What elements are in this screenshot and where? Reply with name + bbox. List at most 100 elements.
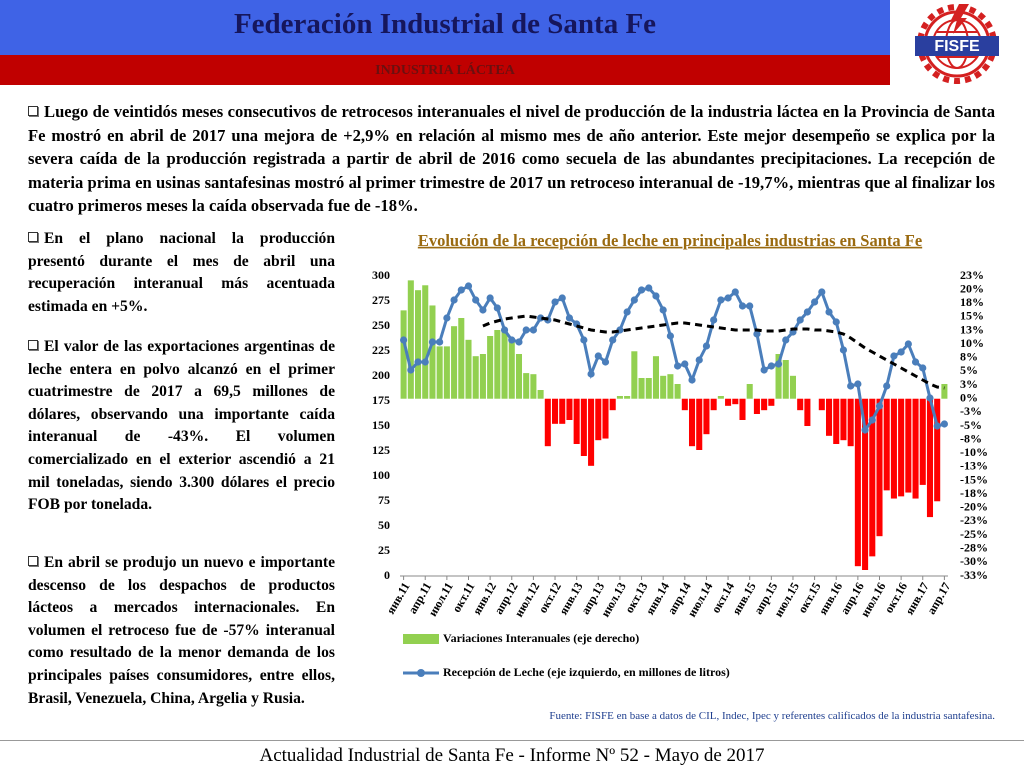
- y-tick-label: 50: [378, 518, 390, 532]
- line: [402, 283, 945, 434]
- line-marker: [522, 326, 530, 334]
- y2-tick-label: 13%: [960, 322, 984, 336]
- bar: [862, 398, 869, 570]
- y2-tick-label: 10%: [960, 336, 984, 350]
- bar: [898, 398, 905, 497]
- line-marker: [883, 382, 891, 390]
- line-marker: [551, 298, 559, 306]
- line-marker: [890, 352, 898, 360]
- line-marker: [479, 306, 487, 314]
- line-marker: [933, 422, 941, 430]
- bar: [833, 398, 840, 444]
- line-marker: [645, 284, 653, 292]
- line-marker: [630, 296, 638, 304]
- bar: [854, 398, 861, 567]
- line-marker: [464, 282, 473, 290]
- line-marker: [738, 302, 747, 310]
- line-marker: [731, 288, 739, 296]
- line-marker: [940, 420, 948, 428]
- bar: [595, 398, 602, 441]
- line-marker: [529, 326, 537, 334]
- bar: [544, 398, 551, 447]
- line-marker: [832, 318, 840, 326]
- line-marker: [897, 348, 905, 356]
- intro-paragraph: Luego de veintidós meses consecutivos de…: [28, 100, 995, 218]
- y-tick-label: 125: [372, 443, 390, 457]
- line-marker: [681, 360, 689, 368]
- bar: [725, 398, 732, 406]
- point-paragraph: En abril se produjo un nuevo e important…: [28, 552, 335, 710]
- bar: [400, 310, 407, 399]
- line-marker: [652, 292, 660, 300]
- bar: [912, 398, 919, 499]
- bar: [797, 398, 804, 411]
- line-marker: [767, 362, 775, 370]
- bar: [458, 318, 465, 399]
- bar: [616, 396, 623, 399]
- line-marker: [847, 382, 855, 390]
- line-marker: [904, 340, 912, 348]
- line-marker: [537, 314, 545, 322]
- bar: [422, 285, 429, 399]
- header-subtitle: INDUSTRIA LÁCTEA: [375, 63, 515, 78]
- y2-tick-label: 23%: [960, 268, 984, 282]
- y-tick-label: 100: [372, 468, 390, 482]
- bar: [696, 398, 703, 450]
- bar: [551, 398, 559, 424]
- y2-tick-label: -28%: [960, 540, 988, 554]
- bar: [523, 373, 530, 399]
- line-marker: [688, 376, 696, 384]
- line-marker: [407, 366, 415, 374]
- line-marker: [558, 294, 566, 302]
- y2-tick-label: -23%: [960, 513, 988, 527]
- y-tick-label: 275: [372, 293, 390, 307]
- line-marker: [695, 356, 703, 364]
- bar: [782, 360, 789, 399]
- line-marker: [609, 336, 617, 344]
- y-tick-label: 0: [384, 568, 390, 582]
- y-tick-label: 250: [372, 318, 390, 332]
- bar: [631, 351, 638, 399]
- y2-tick-label: 18%: [960, 295, 984, 309]
- line-marker: [666, 332, 674, 340]
- bar: [746, 384, 753, 399]
- y2-tick-label: -15%: [960, 472, 988, 486]
- bar: [566, 398, 573, 420]
- y2-tick-label: -33%: [960, 568, 988, 582]
- footer-rule: [0, 740, 1024, 741]
- line-marker: [803, 308, 811, 316]
- bar: [465, 339, 472, 399]
- chart-title: Evolución de la recepción de leche en pr…: [418, 231, 922, 250]
- bar: [414, 290, 422, 399]
- header-band: [0, 0, 890, 55]
- line-marker: [587, 370, 595, 378]
- legend-label: Variaciones Interanuales (eje derecho): [443, 631, 639, 645]
- bar: [573, 398, 580, 444]
- bar: [703, 398, 710, 435]
- line-marker: [508, 336, 516, 344]
- bar: [602, 398, 609, 439]
- bar: [494, 330, 501, 399]
- chart: Evolución de la recepción de leche en pr…: [372, 231, 988, 679]
- y2-tick-label: -8%: [960, 431, 982, 445]
- bar: [681, 398, 688, 411]
- footer: Actualidad Industrial de Santa Fe - Info…: [259, 745, 765, 766]
- bar: [753, 398, 760, 414]
- bar: [840, 398, 847, 441]
- line-marker: [746, 302, 754, 310]
- line-marker: [472, 296, 480, 304]
- line-marker: [868, 416, 876, 424]
- y2-tick-label: 0%: [960, 390, 978, 404]
- subtitle-band: [0, 55, 890, 85]
- line-marker: [702, 342, 711, 350]
- bar: [876, 398, 883, 537]
- logo-text: FISFE: [934, 38, 980, 55]
- y2-tick-label: -5%: [960, 418, 982, 432]
- line-marker: [760, 366, 768, 374]
- bar: [580, 398, 587, 456]
- bar: [588, 398, 595, 466]
- bar: [804, 398, 811, 426]
- bar: [926, 398, 934, 518]
- y2-tick-label: 15%: [960, 309, 984, 323]
- line-marker: [811, 298, 819, 306]
